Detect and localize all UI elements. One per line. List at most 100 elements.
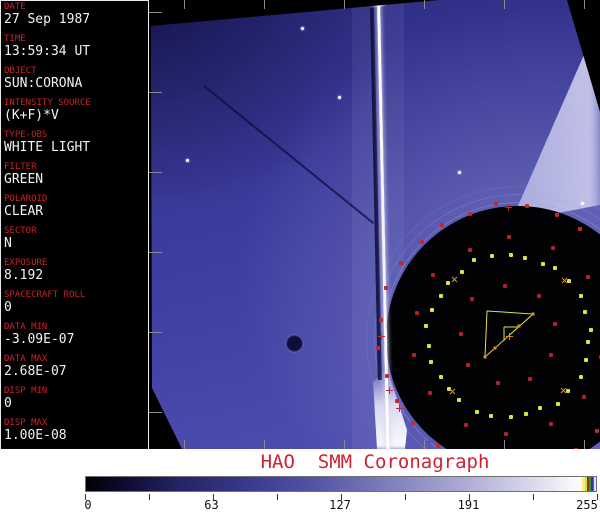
border-tick [149, 92, 162, 93]
outer-red-ring [595, 429, 600, 434]
outer-red-ring [435, 444, 440, 449]
outer-red-ring [383, 285, 388, 290]
metadata-field: INTENSITY SOURCE (K+F)*V [4, 98, 148, 123]
yellow-ring [445, 280, 450, 285]
metadata-field: DATA MIN -3.09E-07 [4, 322, 148, 347]
outer-red-ring [385, 373, 390, 378]
fiducial-overlay [149, 0, 600, 449]
yellow-ring [489, 414, 494, 419]
yellow-ring [588, 327, 593, 332]
bright-speck [186, 159, 189, 162]
metadata-field-value: 0 [4, 300, 12, 315]
colorbar-tick [85, 494, 86, 500]
metadata-field-value: (K+F)*V [4, 108, 59, 123]
footer-strip: HAO SMM Coronagraph 0 63 127 191 255 [0, 449, 600, 512]
colorbar-tick [149, 494, 150, 500]
outer-red-cardinals [377, 332, 385, 340]
metadata-field-label: INTENSITY SOURCE [4, 98, 91, 108]
diagonal-x-marks [559, 386, 569, 396]
yellow-ring [428, 360, 433, 365]
metadata-field-value: GREEN [4, 172, 44, 187]
colorbar-tick [597, 494, 598, 500]
inner-red-ring [470, 297, 475, 302]
outer-red-ring [578, 226, 583, 231]
flag-vertex [493, 346, 497, 350]
outer-red-ring [468, 212, 473, 217]
yellow-ring [537, 405, 542, 410]
colorbar-tick-label: 63 [204, 498, 219, 512]
edge-plus-mark [425, 437, 433, 445]
yellow-ring [427, 344, 432, 349]
inner-red-ring [465, 363, 470, 368]
metadata-field: DISP MIN 0 [4, 386, 148, 411]
colorbar-tick [277, 494, 278, 500]
yellow-ring [555, 401, 560, 406]
middle-red-ring [581, 394, 586, 399]
colorbar-tick [341, 494, 342, 500]
middle-red-ring [549, 422, 554, 427]
middle-red-ring [586, 275, 591, 280]
flag-notch [503, 326, 519, 341]
metadata-field-value: WHITE LIGHT [4, 140, 91, 155]
diagonal-x-marks [449, 274, 459, 284]
outer-red-cardinals [504, 203, 512, 211]
yellow-ring [584, 358, 589, 363]
occulting-disk [386, 206, 600, 449]
yellow-ring [540, 262, 545, 266]
metadata-field-label: TIME [4, 34, 26, 44]
outer-red-ring [376, 346, 381, 350]
yellow-ring [523, 412, 528, 417]
border-tick [424, 440, 425, 449]
outer-red-ring [379, 317, 384, 322]
middle-red-ring [414, 310, 419, 315]
outer-red-ring [555, 212, 560, 217]
border-tick [149, 12, 162, 13]
border-tick [149, 252, 162, 253]
border-tick [344, 440, 345, 449]
metadata-field-value: 27 Sep 1987 [4, 12, 91, 27]
metadata-field-value: -3.09E-07 [4, 332, 75, 347]
dark-blemish [285, 334, 304, 353]
bright-speck [581, 202, 584, 205]
coronagraph-image[interactable] [149, 0, 600, 449]
metadata-field: SECTOR N [4, 226, 148, 251]
colorbar-tick [533, 494, 534, 500]
metadata-field-value: N [4, 236, 12, 251]
metadata-field-label: DATA MAX [4, 354, 48, 364]
metadata-sidebar: DATE 27 Sep 1987 TIME 13:59:34 UT OBJECT… [0, 0, 149, 449]
metadata-field: DATE 27 Sep 1987 [4, 2, 148, 27]
yellow-ring [566, 389, 571, 394]
yellow-ring [579, 293, 584, 298]
middle-red-ring [504, 431, 509, 436]
inner-red-ring [459, 331, 464, 336]
border-tick [149, 172, 162, 173]
middle-red-ring [427, 390, 432, 395]
middle-red-ring [412, 352, 417, 357]
center-mark [505, 332, 513, 340]
border-tick [584, 0, 585, 9]
bright-speck [301, 27, 304, 30]
yellow-ring [585, 340, 590, 345]
metadata-field-value: 0 [4, 396, 12, 411]
colorbar-tick [405, 494, 406, 500]
border-tick [264, 0, 265, 9]
bright-speck [338, 96, 341, 99]
metadata-field-label: DISP MIN [4, 386, 48, 396]
metadata-field-value: 8.192 [4, 268, 44, 283]
border-tick [149, 412, 162, 413]
flag-vertex [483, 355, 487, 359]
yellow-ring [509, 253, 513, 257]
metadata-field-label: DATE [4, 2, 26, 12]
yellow-ring [509, 415, 513, 419]
border-tick [184, 440, 185, 449]
metadata-field-value: 2.68E-07 [4, 364, 67, 379]
outer-red-ring [419, 239, 424, 244]
border-tick [504, 440, 505, 449]
outer-red-ring [439, 223, 444, 228]
yellow-ring [490, 253, 495, 258]
yellow-ring [583, 309, 588, 314]
border-tick [344, 0, 345, 9]
yellow-ring [424, 323, 429, 328]
page-title: HAO SMM Coronagraph [260, 451, 490, 473]
